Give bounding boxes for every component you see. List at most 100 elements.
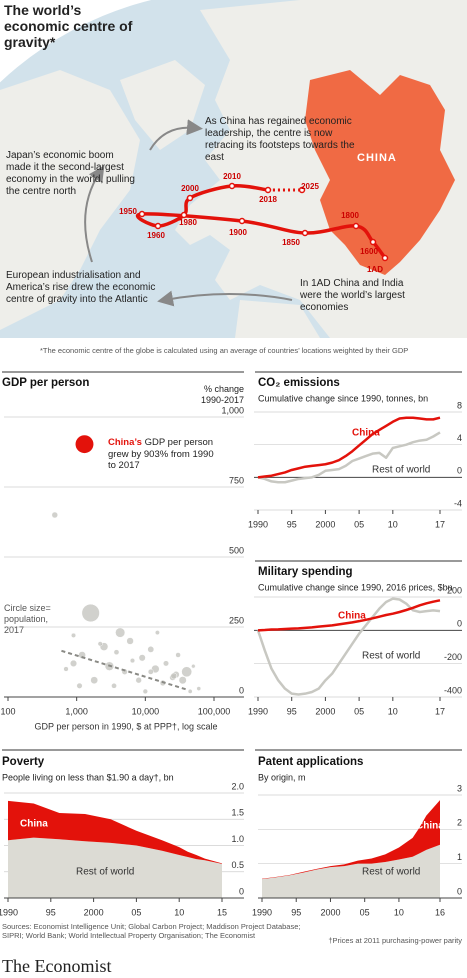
x-tick-label: 10,000 (132, 706, 160, 716)
x-tick-label: 2000 (315, 519, 335, 529)
x-axis-label: GDP per person in 1990, $ at PPP†, log s… (35, 721, 218, 731)
bubble (187, 689, 193, 694)
series-label: China (416, 821, 444, 832)
path-point (154, 222, 162, 230)
bubble (163, 660, 169, 667)
annotation-name: China’s (108, 437, 142, 448)
series-area (8, 800, 222, 864)
path-year: 2025 (301, 182, 319, 191)
y-tick-label: 0.5 (231, 860, 244, 870)
path-year: 1AD (367, 265, 383, 274)
x-tick-label: 16 (435, 907, 445, 917)
bubble (181, 666, 193, 678)
series-label: China (338, 611, 366, 622)
map-footnote: *The economic centre of the globe is cal… (40, 346, 409, 355)
series-line (256, 597, 441, 696)
x-tick-label: 2000 (320, 907, 340, 917)
x-tick-label: 1990 (248, 706, 268, 716)
bubble (51, 511, 58, 519)
region-label: CHINA (357, 152, 397, 164)
bubble (69, 659, 78, 667)
y-tick-label: -400 (444, 685, 462, 695)
path-year: 2018 (259, 195, 277, 204)
x-tick-label: 95 (291, 907, 301, 917)
x-tick-label: 10 (394, 907, 404, 917)
path-year: 1980 (179, 218, 197, 227)
path-year: 2010 (223, 172, 241, 181)
bubble (154, 630, 160, 636)
x-tick-label: 17 (435, 519, 445, 529)
y-tick-label: 2 (457, 818, 462, 828)
bubble (97, 641, 103, 647)
path-point (352, 222, 360, 230)
x-tick-label: 95 (287, 519, 297, 529)
path-year: 1950 (119, 207, 137, 216)
path-point (138, 210, 146, 218)
x-tick-label: 05 (360, 907, 370, 917)
africa (235, 300, 320, 338)
y-tick-label: 1 (457, 852, 462, 862)
y-tick-label: 2.0 (231, 781, 244, 791)
path-year: 1800 (341, 211, 359, 220)
chart-subtitle: People living on less than $1.90 a day†,… (2, 772, 174, 782)
series-area (262, 800, 440, 880)
bubble (126, 637, 134, 645)
series-area (8, 837, 222, 898)
path-point (264, 186, 272, 194)
series-label: Rest of world (372, 465, 430, 476)
path-year: 1900 (229, 228, 247, 237)
x-tick-label: 95 (287, 706, 297, 716)
map-title: The world’s economic centre of gravity* (4, 2, 133, 50)
north-america (0, 70, 140, 330)
path-point (381, 254, 389, 262)
bubble (71, 632, 77, 638)
bubble (142, 688, 148, 695)
series-label: Rest of world (362, 651, 420, 662)
x-tick-label: 10 (388, 706, 398, 716)
bubble (111, 682, 117, 689)
annotation: European industrialisation and America’s… (6, 270, 156, 305)
x-tick-label: 100,000 (198, 706, 231, 716)
y-tick-label: 8 (457, 400, 462, 410)
annotation: In 1AD China and India were the world’s … (300, 278, 405, 313)
bubble (178, 676, 187, 685)
y-tick-label: 0 (239, 886, 244, 896)
y-tick-label: 750 (229, 475, 244, 485)
highlight-bubble (75, 435, 94, 454)
path-point (228, 182, 236, 190)
x-tick-label: 05 (354, 706, 364, 716)
bubble (170, 672, 178, 680)
chart-title: Patent applications (258, 756, 363, 768)
y-tick-label: 200 (447, 585, 462, 595)
series-area (262, 844, 440, 898)
x-tick-label: 100 (0, 706, 15, 716)
path-year: 1600 (360, 247, 378, 256)
series-line (257, 431, 441, 484)
bubble (191, 664, 196, 669)
chart-subtitle: By origin, m (258, 772, 306, 782)
path-point (238, 217, 246, 225)
china-region (305, 70, 455, 275)
y-tick-label: 1,000 (221, 405, 244, 415)
annotation: China’s GDP per person grew by 903% from… (108, 437, 218, 472)
y-tick-label: 4 (457, 433, 462, 443)
series-label: China (352, 428, 380, 439)
bubble (147, 668, 154, 675)
chart-title: Poverty (2, 756, 45, 768)
annotation: Japan’s economic boom made it the second… (6, 150, 135, 197)
y-tick-label: 0 (457, 886, 462, 896)
path-year: 1960 (147, 231, 165, 240)
path-point (186, 194, 194, 202)
y-tick-label: 3 (457, 783, 462, 793)
bubble (129, 658, 136, 664)
size-note: Circle size= population, 2017 (4, 603, 51, 635)
x-tick-label: 1990 (248, 519, 268, 529)
x-tick-label: 1990 (252, 907, 272, 917)
gravity-path (135, 184, 387, 260)
x-tick-label: 95 (46, 907, 56, 917)
series-line (257, 599, 441, 632)
y-tick-label: 500 (229, 545, 244, 555)
bubble (90, 676, 99, 685)
y-tick-label: 250 (229, 615, 244, 625)
arrow (157, 290, 293, 307)
